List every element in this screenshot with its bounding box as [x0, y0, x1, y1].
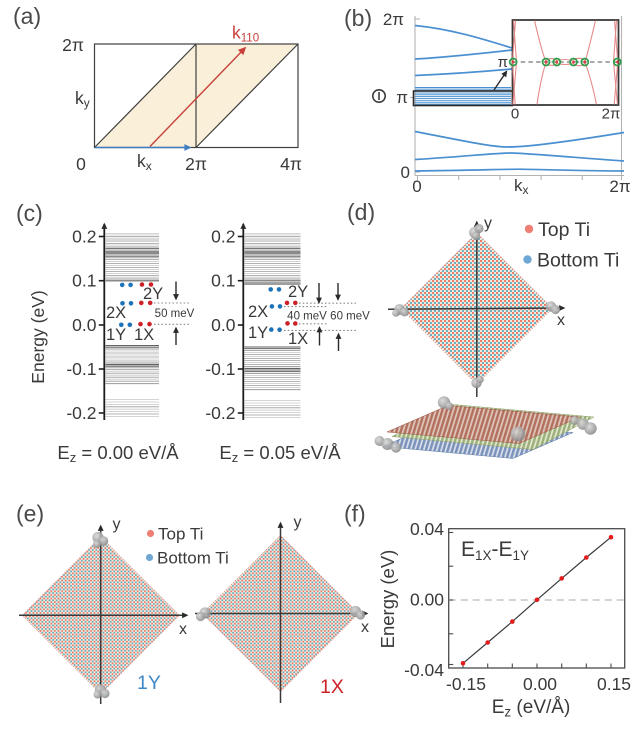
- svg-text:2Y: 2Y: [288, 283, 308, 301]
- svg-text:1Y: 1Y: [106, 326, 126, 344]
- svg-text:Energy (eV): Energy (eV): [28, 290, 48, 383]
- svg-text:y: y: [294, 514, 302, 531]
- svg-text:Energy (eV): Energy (eV): [377, 550, 398, 649]
- svg-text:π: π: [396, 88, 408, 107]
- svg-text:(d): (d): [347, 199, 375, 225]
- svg-text:(a): (a): [13, 3, 41, 29]
- svg-text:60 meV: 60 meV: [330, 311, 370, 323]
- svg-text:Ez = 0.05 eV/Å: Ez = 0.05 eV/Å: [219, 442, 341, 465]
- svg-text:0.1: 0.1: [211, 271, 235, 291]
- svg-text:2Y: 2Y: [143, 285, 163, 303]
- svg-text:0.2: 0.2: [72, 227, 96, 247]
- svg-text:0: 0: [76, 154, 86, 174]
- svg-text:Bottom Ti: Bottom Ti: [537, 250, 619, 272]
- svg-text:x: x: [179, 621, 187, 638]
- svg-text:Top Ti: Top Ti: [158, 525, 203, 544]
- svg-text:y: y: [113, 516, 121, 533]
- svg-text:0.0: 0.0: [72, 315, 97, 335]
- svg-text:0.04: 0.04: [410, 519, 444, 539]
- svg-text:π: π: [498, 54, 508, 71]
- svg-text:Bottom Ti: Bottom Ti: [157, 549, 229, 568]
- svg-text:0.00: 0.00: [410, 590, 444, 610]
- svg-text:-0.1: -0.1: [66, 359, 96, 379]
- svg-text:50 meV: 50 meV: [155, 308, 195, 320]
- svg-text:2π: 2π: [62, 35, 84, 55]
- svg-text:(b): (b): [344, 5, 372, 31]
- svg-text:x: x: [361, 619, 369, 636]
- svg-text:-0.2: -0.2: [66, 403, 96, 423]
- svg-text:4π: 4π: [280, 154, 302, 174]
- svg-text:0.00: 0.00: [523, 674, 557, 694]
- svg-text:2X: 2X: [248, 303, 268, 321]
- svg-text:1X: 1X: [288, 330, 308, 348]
- svg-text:0: 0: [401, 163, 410, 182]
- svg-text:2π: 2π: [383, 10, 404, 29]
- svg-text:0.2: 0.2: [211, 227, 235, 247]
- svg-text:0: 0: [511, 106, 519, 123]
- svg-text:Ez = 0.00 eV/Å: Ez = 0.00 eV/Å: [57, 442, 179, 465]
- svg-text:(e): (e): [16, 501, 44, 527]
- svg-text:1Y: 1Y: [248, 324, 268, 342]
- svg-text:-0.1: -0.1: [205, 359, 235, 379]
- svg-text:Ez (eV/Å): Ez (eV/Å): [492, 697, 571, 720]
- svg-text:-0.15: -0.15: [446, 674, 486, 694]
- svg-text:1X: 1X: [320, 676, 344, 698]
- svg-text:-0.04: -0.04: [404, 660, 444, 680]
- svg-text:1X: 1X: [134, 326, 154, 344]
- svg-text:2π: 2π: [185, 154, 207, 174]
- svg-text:0: 0: [412, 177, 421, 196]
- svg-text:2X: 2X: [106, 304, 126, 322]
- svg-text:40 meV: 40 meV: [287, 311, 327, 323]
- svg-text:-0.2: -0.2: [205, 403, 235, 423]
- svg-text:0.1: 0.1: [72, 271, 96, 291]
- svg-text:(c): (c): [16, 200, 43, 226]
- svg-text:0.0: 0.0: [211, 315, 236, 335]
- svg-text:2π: 2π: [609, 177, 630, 196]
- svg-text:x: x: [557, 312, 565, 329]
- svg-text:2π: 2π: [602, 106, 621, 123]
- svg-text:1Y: 1Y: [137, 672, 161, 694]
- svg-text:(f): (f): [344, 501, 366, 527]
- svg-text:0.15: 0.15: [597, 674, 631, 694]
- svg-text:Top Ti: Top Ti: [538, 219, 590, 241]
- svg-text:y: y: [484, 215, 492, 232]
